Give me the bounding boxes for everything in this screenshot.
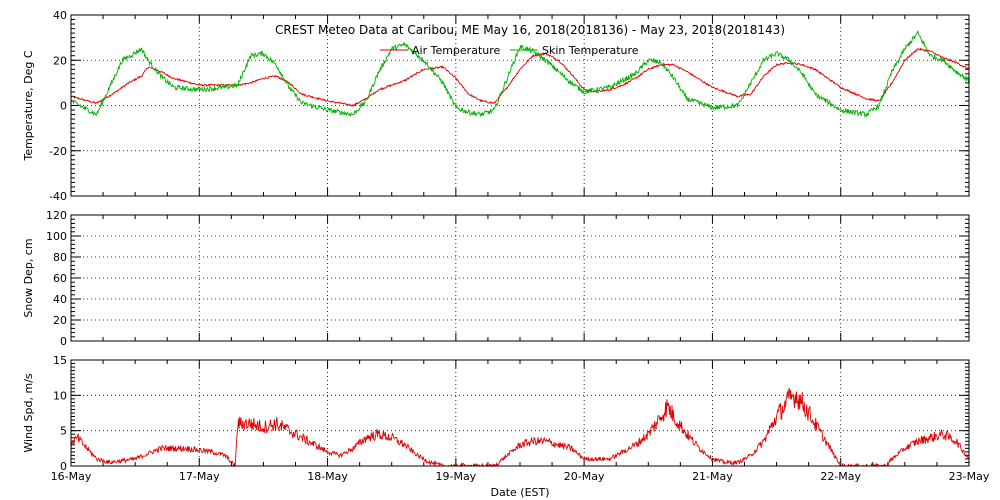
x-tick-label: 16-May [51,470,92,483]
y-axis-label: Snow Dep, cm [22,238,35,317]
y-tick-label: 10 [53,389,67,402]
plot-frame [70,214,970,342]
y-tick-label: 120 [46,209,67,222]
panel-wind-speed: 0 5 10 15 Wind Spd, m/s [22,354,970,473]
plot-frame [70,14,970,197]
y-tick-label: 100 [46,230,67,243]
panel-temperature: -40 -20 0 20 40 Temperature, Deg C [22,9,970,203]
y-tick-label: 15 [53,354,67,367]
x-tick-label: 19-May [435,470,476,483]
y-axis-label: Wind Spd, m/s [22,373,35,453]
chart-title: CREST Meteo Data at Caribou, ME May 16, … [275,23,785,37]
y-tick-label: 40 [53,9,67,22]
x-tick-label: 20-May [564,470,605,483]
series-line-2-0 [70,388,969,468]
y-tick-label: 20 [53,314,67,327]
y-tick-label: 40 [53,293,67,306]
series-line-0-1 [70,29,970,118]
y-tick-label: 0 [60,460,67,473]
y-axis-label: Temperature, Deg C [22,50,35,161]
x-tick-label: 23-May [949,470,990,483]
y-tick-label: 60 [53,272,67,285]
x-tick-label: 18-May [307,470,348,483]
x-tick-label: 22-May [820,470,861,483]
legend-label: Air Temperature [412,44,501,57]
legend: Air Temperature Skin Temperature [380,44,639,57]
panel-snow-depth: 0 20 40 60 80 100 120 Snow Dep, cm [22,209,970,348]
x-tick-label: 21-May [692,470,733,483]
y-tick-label: 80 [53,251,67,264]
x-tick-label: 17-May [179,470,220,483]
y-tick-label: 5 [60,425,67,438]
series-line-0-0 [70,47,970,107]
y-tick-label: -20 [49,145,67,158]
y-tick-label: 0 [60,335,67,348]
y-tick-label: 20 [53,54,67,67]
y-tick-label: 0 [60,100,67,113]
legend-label: Skin Temperature [542,44,639,57]
y-tick-label: -40 [49,190,67,203]
x-axis-label: Date (EST) [490,486,549,499]
plot-frame [70,359,970,467]
